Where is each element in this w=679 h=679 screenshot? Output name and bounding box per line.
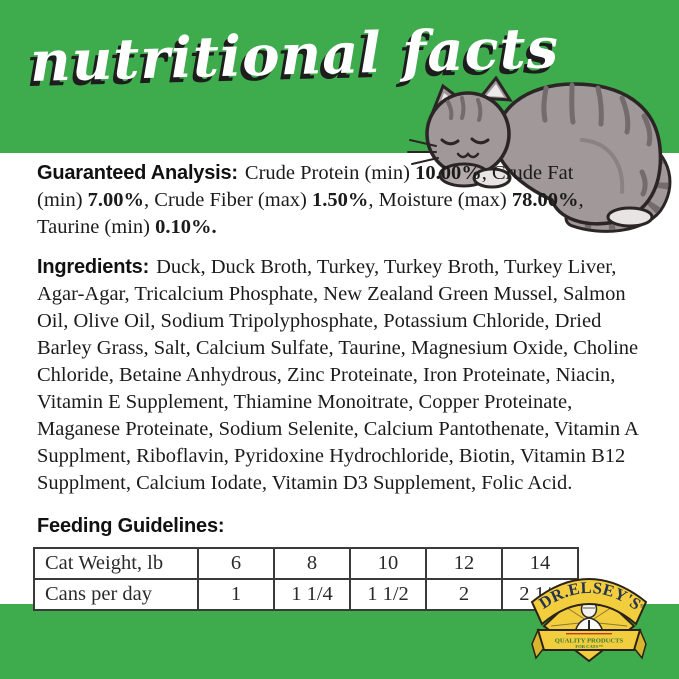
cat-haunch-line: [580, 138, 625, 194]
feeding-cell-value: 6: [197, 547, 275, 580]
feeding-cell-value: 12: [425, 547, 503, 580]
logo-ribbon-text-1: QUALITY PRODUCTS: [555, 638, 624, 645]
analysis-value: 10.00%: [415, 162, 482, 184]
analysis-text: , Crude Fiber (max): [144, 189, 312, 211]
feeding-cell-value: 14: [501, 547, 579, 580]
logo-reg-mark: ®: [640, 603, 644, 610]
sleeping-cat-illustration: [407, 76, 672, 233]
cat-front-paw-white: [472, 167, 512, 189]
feeding-cell-value: 2: [425, 578, 503, 611]
cat-right-ear-inner: [486, 84, 504, 97]
feeding-cell-value: 1: [197, 578, 275, 611]
analysis-value: 7.00%: [87, 189, 145, 211]
guaranteed-analysis-paragraph: Guaranteed Analysis: Crude Protein (min) …: [37, 160, 617, 241]
feeding-guidelines-label: Feeding Guidelines:: [37, 515, 225, 537]
ingredients-text: Duck, Duck Broth, Turkey, Turkey Broth, …: [37, 256, 639, 494]
cat-rear-paw: [606, 206, 654, 228]
logo-ribbon-text-2: FOR CATS™: [575, 644, 603, 649]
feeding-table-row: Cans per day 1 1 1/4 1 1/2 2 2 1/4: [33, 578, 579, 611]
feeding-table-row: Cat Weight, lb 6 8 10 12 14: [33, 547, 579, 580]
guaranteed-analysis-text: Crude Protein (min) 10.00%, Crude Fat (m…: [37, 162, 584, 238]
feeding-row-label: Cat Weight, lb: [33, 547, 199, 580]
content-area: Guaranteed Analysis: Crude Protein (min) …: [33, 160, 652, 611]
analysis-value: 0.10%.: [155, 216, 217, 238]
cat-mouth: [456, 152, 480, 159]
analysis-text: , Taurine (min): [37, 189, 584, 238]
analysis-value: 1.50%: [312, 189, 369, 211]
feeding-guidelines-table: Cat Weight, lb 6 8 10 12 14 Cans per day 1 1 1/4…: [33, 547, 579, 611]
feeding-cell-value: 10: [349, 547, 427, 580]
ingredients-paragraph: Ingredients: Duck, Duck Broth, Turkey, Tu…: [37, 254, 652, 497]
analysis-text: Crude Protein (min): [244, 162, 416, 184]
analysis-value: 78.00%: [511, 189, 579, 211]
cat-forehead-stripes: [446, 96, 483, 122]
feeding-cell-value: 1 1/2: [349, 578, 427, 611]
cat-closed-eyes: [440, 137, 490, 146]
feeding-cell-value: 8: [273, 547, 351, 580]
feeding-table-body: Cat Weight, lb 6 8 10 12 14 Cans per day 1 1 1/4…: [33, 547, 579, 611]
ingredients-label: Ingredients:: [37, 256, 150, 278]
guaranteed-analysis-label: Guaranteed Analysis:: [37, 162, 238, 184]
analysis-text: , Crude Fat (min): [37, 162, 574, 211]
logo-ribbon: [536, 629, 642, 651]
cat-body-stripes: [541, 82, 653, 197]
feeding-cell-value: 1 1/4: [273, 578, 351, 611]
logo-arc-banner: [530, 578, 648, 626]
cat-whiskers: [407, 139, 439, 165]
feeding-row-label: Cans per day: [33, 578, 199, 611]
analysis-text: , Moisture (max): [368, 189, 512, 211]
logo-ribbon-red-line: [566, 633, 612, 635]
dr-elseys-logo: DR.ELSEY'S ® QUALITY PRODUCTS FOR CATS™: [530, 578, 648, 663]
